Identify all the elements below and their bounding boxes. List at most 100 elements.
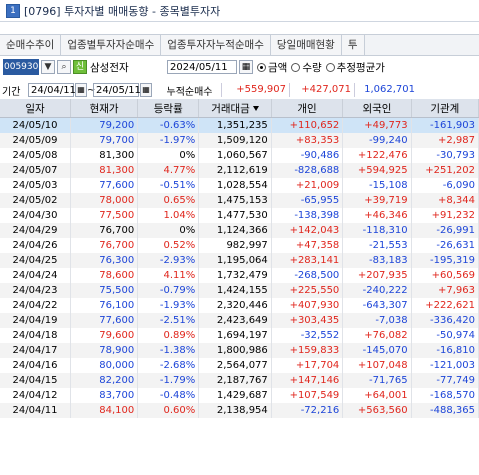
table-row[interactable]: 24/04/29 76,700 0% 1,124,366 +142,043 -118,31… [0,223,479,238]
cell-individual: +47,358 [271,238,344,253]
dropdown-arrow-icon[interactable]: ▼ [41,60,55,74]
table-row[interactable]: 24/05/08 81,300 0% 1,060,567 -90,486 +122,476… [0,148,479,163]
cell-price: 76,300 [70,253,139,268]
tab-net-buy-trend[interactable]: 순매수추이 [0,35,62,55]
col-header-rate[interactable]: 등락률 [137,99,200,118]
cell-amount: 1,124,366 [198,223,272,238]
col-header-date[interactable]: 일자 [0,99,71,118]
cell-amount: 2,187,767 [198,373,272,388]
col-header-individual[interactable]: 개인 [271,99,344,118]
col-header-price[interactable]: 현재가 [70,99,139,118]
stock-code-input[interactable]: 005930 [3,59,39,75]
table-row[interactable]: 24/05/03 77,600 -0.51% 1,028,554 +21,009 -15,… [0,178,479,193]
cell-rate: -0.79% [137,283,200,298]
table-row[interactable]: 24/04/22 76,100 -1.93% 2,320,446 +407,930 -64… [0,298,479,313]
cell-foreign: +39,719 [342,193,412,208]
cell-foreign: -21,553 [342,238,412,253]
cell-institution: -50,974 [411,328,479,343]
cell-foreign: +207,935 [342,268,412,283]
cell-amount: 1,195,064 [198,253,272,268]
tab-daily-trading-status[interactable]: 당일매매현황 [270,35,342,55]
table-row[interactable]: 24/04/23 75,500 -0.79% 1,424,155 +225,550 -24… [0,283,479,298]
calendar-icon[interactable]: ▦ [239,60,253,74]
cell-rate: -2.68% [137,358,200,373]
cell-foreign: -643,307 [342,298,412,313]
table-row[interactable]: 24/04/30 77,500 1.04% 1,477,530 -138,398 +46,… [0,208,479,223]
window-title: [0796] 투자자별 매매동향 - 종목별투자자 [24,4,221,18]
cell-rate: 0.89% [137,328,200,343]
col-header-amount[interactable]: 거래대금 [198,99,272,118]
tilde-separator: ~ [87,84,96,96]
cell-price: 78,900 [70,343,139,358]
tab-sector-cumulative-net-buy[interactable]: 업종투자자누적순매수 [161,35,271,55]
date-input[interactable]: 2024/05/11 [167,60,237,74]
cell-rate: -2.93% [137,253,200,268]
cell-individual: -268,500 [271,268,344,283]
title-bar: 1 [0796] 투자자별 매매동향 - 종목별투자자 [0,0,479,22]
radio-avg-price[interactable]: 추정평균가 [325,60,385,75]
cell-institution: +8,344 [411,193,479,208]
cell-institution: -16,810 [411,343,479,358]
table-row[interactable]: 24/04/11 84,100 0.60% 2,138,954 -72,216 +563,… [0,403,479,418]
table-row[interactable]: 24/04/18 79,600 0.89% 1,694,197 -32,552 +76,0… [0,328,479,343]
cell-date: 24/05/07 [0,163,71,178]
table-row[interactable]: 24/04/19 77,600 -2.51% 2,423,649 +303,435 -7,… [0,313,479,328]
cell-rate: 0% [137,148,200,163]
cell-individual: +159,833 [271,343,344,358]
col-header-institution[interactable]: 기관계 [411,99,479,118]
table-row[interactable]: 24/04/25 76,300 -2.93% 1,195,064 +283,141 -83… [0,253,479,268]
cell-institution: +2,987 [411,133,479,148]
radio-quantity[interactable]: 수량 [291,60,322,75]
calendar-icon[interactable]: ▦ [140,83,152,97]
period-from-input[interactable]: 24/04/11 [28,83,76,97]
cell-rate: -0.48% [137,388,200,403]
cell-amount: 2,112,619 [198,163,272,178]
search-icon[interactable]: ⌕ [57,60,71,74]
calendar-icon[interactable]: ▦ [75,83,87,97]
table-row[interactable]: 24/04/17 78,900 -1.38% 1,800,986 +159,833 -14… [0,343,479,358]
cell-date: 24/04/12 [0,388,71,403]
col-header-foreign[interactable]: 외국인 [342,99,412,118]
cell-price: 78,600 [70,268,139,283]
table-row[interactable]: 24/04/16 80,000 -2.68% 2,564,077 +17,704 +107… [0,358,479,373]
toolbar: 005930 ▼ ⌕ 신 삼성전자 2024/05/11 ▦ 금액 수량 추정평… [0,58,479,76]
table-row[interactable]: 24/04/24 78,600 4.11% 1,732,479 -268,500 +207… [0,268,479,283]
table-row[interactable]: 24/05/07 81,300 4.77% 2,112,619 -828,688 +594… [0,163,479,178]
cell-rate: -0.51% [137,178,200,193]
cell-foreign: -71,765 [342,373,412,388]
cell-rate: -2.51% [137,313,200,328]
table-row[interactable]: 24/04/12 83,700 -0.48% 1,429,687 +107,549 +64… [0,388,479,403]
cell-date: 24/04/19 [0,313,71,328]
table-row[interactable]: 24/05/10 79,200 -0.63% 1,351,235 +110,652 +49… [0,117,479,133]
cell-institution: -336,420 [411,313,479,328]
stock-info-icon[interactable]: 신 [73,60,87,74]
table-row[interactable]: 24/05/09 79,700 -1.97% 1,509,120 +83,353 -99,… [0,133,479,148]
tab-investor[interactable]: 투 [341,35,365,55]
sort-down-icon[interactable] [252,106,259,111]
cell-foreign: -118,310 [342,223,412,238]
period-to-input[interactable]: 24/05/11 [93,83,141,97]
cell-date: 24/04/25 [0,253,71,268]
table-row[interactable]: 24/04/15 82,200 -1.79% 2,187,767 +147,146 -71… [0,373,479,388]
cell-institution: -488,365 [411,403,479,418]
cell-price: 81,300 [70,148,139,163]
cell-date: 24/05/02 [0,193,71,208]
radio-avg-price-label: 추정평균가 [336,61,385,74]
investor-table: 일자 현재가 등락률 거래대금 개인 외국인 기관계 24/05/10 79,20… [0,99,479,418]
screen-number-icon: 1 [6,3,20,18]
radio-dot-icon [325,62,335,72]
cell-rate: 0.65% [137,193,200,208]
cell-price: 80,000 [70,358,139,373]
sum-institution: 1,062,701 [354,83,418,97]
cell-individual: -138,398 [271,208,344,223]
cell-price: 75,500 [70,283,139,298]
cell-rate: 1.04% [137,208,200,223]
cell-date: 24/04/26 [0,238,71,253]
cell-date: 24/05/08 [0,148,71,163]
tab-sector-investor-net-buy[interactable]: 업종별투자자순매수 [61,35,162,55]
radio-amount[interactable]: 금액 [257,60,287,75]
cell-date: 24/04/15 [0,373,71,388]
cell-date: 24/04/16 [0,358,71,373]
table-row[interactable]: 24/05/02 78,000 0.65% 1,475,153 -65,955 +39,7… [0,193,479,208]
table-row[interactable]: 24/04/26 76,700 0.52% 982,997 +47,358 -21,553… [0,238,479,253]
